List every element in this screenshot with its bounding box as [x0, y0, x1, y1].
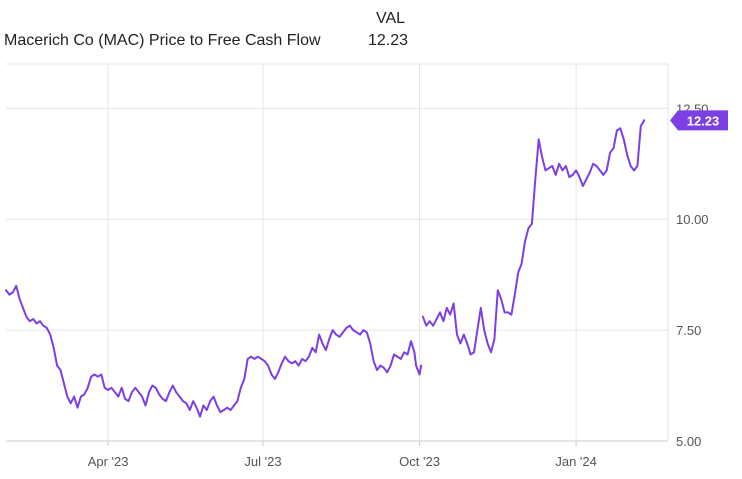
series-line-segment	[5, 284, 423, 418]
grid-lines	[6, 63, 669, 442]
y-tick-label: 5.00	[676, 434, 701, 449]
last-value-label: 12.23	[687, 113, 720, 128]
y-tick-label: 10.00	[676, 212, 709, 227]
series-layer	[5, 119, 646, 418]
legend-column-header: VAL	[376, 10, 406, 27]
series-line-segment	[421, 119, 646, 356]
axes	[6, 440, 668, 446]
legend-series-value: 12.23	[368, 32, 409, 49]
x-tick-label: Oct '23	[399, 454, 440, 469]
chart-legend-header: VAL Macerich Co (MAC) Price to Free Cash…	[4, 4, 424, 54]
last-value-badge	[670, 110, 728, 131]
last-value-callout: 12.23	[670, 110, 728, 131]
x-tick-label: Apr '23	[88, 454, 129, 469]
x-tick-label: Jul '23	[244, 454, 281, 469]
x-tick-label: Jan '24	[555, 454, 597, 469]
y-tick-label: 7.50	[676, 323, 701, 338]
legend-series-name: Macerich Co (MAC) Price to Free Cash Flo…	[4, 32, 321, 49]
